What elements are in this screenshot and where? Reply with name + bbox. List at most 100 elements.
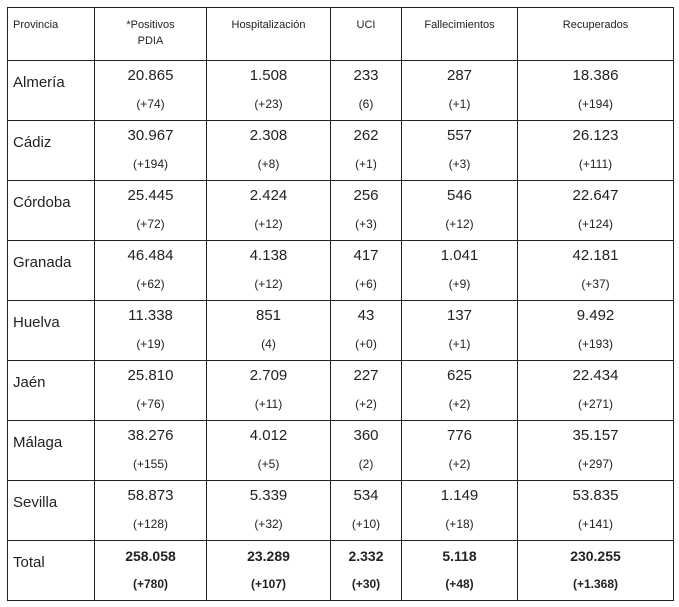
cell-daily-change: (+6) — [355, 277, 377, 291]
cell-value: 26.123 — [572, 127, 619, 144]
cell-value: 2.709 — [249, 367, 288, 384]
cell-daily-change: (+1) — [448, 337, 471, 351]
cell-value: 43 — [357, 307, 375, 324]
provincia-name: Granada — [7, 240, 95, 301]
cell-value: 18.386 — [572, 67, 619, 84]
cell-value: 30.967 — [127, 127, 174, 144]
cell-uci: 256 (+3) — [330, 180, 402, 241]
cell-fallecimientos: 776 (+2) — [401, 420, 518, 481]
cell-daily-change: (+74) — [136, 97, 165, 111]
cell-daily-change: (+8) — [257, 157, 280, 171]
cell-daily-change: (+30) — [351, 577, 381, 591]
header-row: Provincia *Positivos PDIA Hospitalizació… — [7, 7, 674, 61]
cell-value: 262 — [353, 127, 379, 144]
cell-daily-change: (+12) — [445, 217, 474, 231]
cell-value: 417 — [353, 247, 379, 264]
cell-daily-change: (2) — [358, 457, 374, 471]
cell-daily-change: (+37) — [581, 277, 610, 291]
cell-daily-change: (+10) — [351, 517, 381, 531]
cell-daily-change: (+780) — [132, 577, 169, 591]
cell-value: 227 — [353, 367, 379, 384]
cell-value: 11.338 — [128, 307, 173, 324]
cell-daily-change: (+19) — [136, 337, 165, 351]
cell-hospitalizacion: 5.339 (+32) — [206, 480, 331, 541]
cell-fallecimientos: 1.041 (+9) — [401, 240, 518, 301]
cell-uci: 360 (2) — [330, 420, 402, 481]
cell-value: 58.873 — [127, 487, 174, 504]
cell-positivos: 25.810 (+76) — [94, 360, 207, 421]
cell-daily-change: (+111) — [578, 157, 613, 171]
cell-value: 137 — [446, 307, 473, 324]
cell-hospitalizacion: 2.709 (+11) — [206, 360, 331, 421]
cell-daily-change: (+76) — [136, 397, 165, 411]
table-row: Cádiz 30.967 (+194) 2.308 (+8) 262 (+1) 557 (+3)… — [7, 120, 674, 181]
cell-fallecimientos: 1.149 (+18) — [401, 480, 518, 541]
table-row: Córdoba 25.445 (+72) 2.424 (+12) 256 (+3) 546 (+… — [7, 180, 674, 241]
cell-value: 1.508 — [249, 67, 288, 84]
cell-hospitalizacion: 4.012 (+5) — [206, 420, 331, 481]
cell-value: 776 — [446, 427, 473, 444]
provincia-name: Cádiz — [7, 120, 95, 181]
cell-daily-change: (+11) — [254, 397, 283, 411]
cell-daily-change: (+297) — [577, 457, 614, 471]
cell-fallecimientos: 546 (+12) — [401, 180, 518, 241]
provincia-name: Almería — [7, 60, 95, 121]
cell-daily-change: (+48) — [445, 577, 474, 591]
cell-value: 2.424 — [249, 187, 288, 204]
cell-daily-change: (+2) — [448, 457, 471, 471]
cell-value: 5.118 — [442, 548, 477, 564]
cell-daily-change: (+128) — [132, 517, 169, 531]
cell-daily-change: (+5) — [257, 457, 280, 471]
cell-fallecimientos: 557 (+3) — [401, 120, 518, 181]
cell-value: 851 — [255, 307, 282, 324]
cell-daily-change: (+18) — [445, 517, 474, 531]
cell-daily-change: (+2) — [448, 397, 471, 411]
cell-uci: 262 (+1) — [330, 120, 402, 181]
cell-value: 53.835 — [572, 487, 619, 504]
cell-uci: 534 (+10) — [330, 480, 402, 541]
cell-value: 38.276 — [127, 427, 174, 444]
cell-daily-change: (+0) — [355, 337, 377, 351]
cell-positivos: 258.058 (+780) — [94, 540, 207, 601]
cell-daily-change: (+3) — [448, 157, 471, 171]
cell-value: 22.647 — [572, 187, 619, 204]
cell-daily-change: (6) — [358, 97, 374, 111]
cell-positivos: 38.276 (+155) — [94, 420, 207, 481]
cell-value: 546 — [446, 187, 473, 204]
cell-recuperados: 230.255 (+1.368) — [517, 540, 674, 601]
cell-uci: 417 (+6) — [330, 240, 402, 301]
cell-value: 2.308 — [249, 127, 288, 144]
cell-recuperados: 42.181 (+37) — [517, 240, 674, 301]
cell-value: 25.810 — [127, 367, 174, 384]
cell-recuperados: 22.647 (+124) — [517, 180, 674, 241]
cell-daily-change: (+12) — [254, 217, 283, 231]
cell-daily-change: (+107) — [250, 577, 287, 591]
cell-value: 22.434 — [572, 367, 619, 384]
table-row: Málaga 38.276 (+155) 4.012 (+5) 360 (2) 776 (+2)… — [7, 420, 674, 481]
cell-fallecimientos: 5.118 (+48) — [401, 540, 518, 601]
cell-value: 233 — [353, 67, 379, 84]
cell-value: 2.332 — [348, 548, 384, 564]
cell-recuperados: 35.157 (+297) — [517, 420, 674, 481]
cell-daily-change: (+3) — [355, 217, 377, 231]
cell-hospitalizacion: 2.308 (+8) — [206, 120, 331, 181]
cell-value: 5.339 — [249, 487, 288, 504]
table-row: Jaén 25.810 (+76) 2.709 (+11) 227 (+2) 625 (+2) 2… — [7, 360, 674, 421]
cell-uci: 227 (+2) — [330, 360, 402, 421]
cell-recuperados: 22.434 (+271) — [517, 360, 674, 421]
cell-value: 23.289 — [247, 548, 290, 564]
cell-uci: 2.332 (+30) — [330, 540, 402, 601]
cell-value: 25.445 — [127, 187, 174, 204]
cell-hospitalizacion: 4.138 (+12) — [206, 240, 331, 301]
cell-value: 46.484 — [127, 247, 174, 264]
cell-daily-change: (+141) — [577, 517, 614, 531]
cell-daily-change: (+1) — [448, 97, 471, 111]
cell-hospitalizacion: 23.289 (+107) — [206, 540, 331, 601]
header-recuperados: Recuperados — [517, 7, 674, 61]
cell-hospitalizacion: 1.508 (+23) — [206, 60, 331, 121]
header-positivos-label: *Positivos PDIA — [126, 19, 175, 47]
cell-positivos: 58.873 (+128) — [94, 480, 207, 541]
cell-hospitalizacion: 2.424 (+12) — [206, 180, 331, 241]
cell-daily-change: (+9) — [448, 277, 471, 291]
cell-value: 256 — [353, 187, 379, 204]
